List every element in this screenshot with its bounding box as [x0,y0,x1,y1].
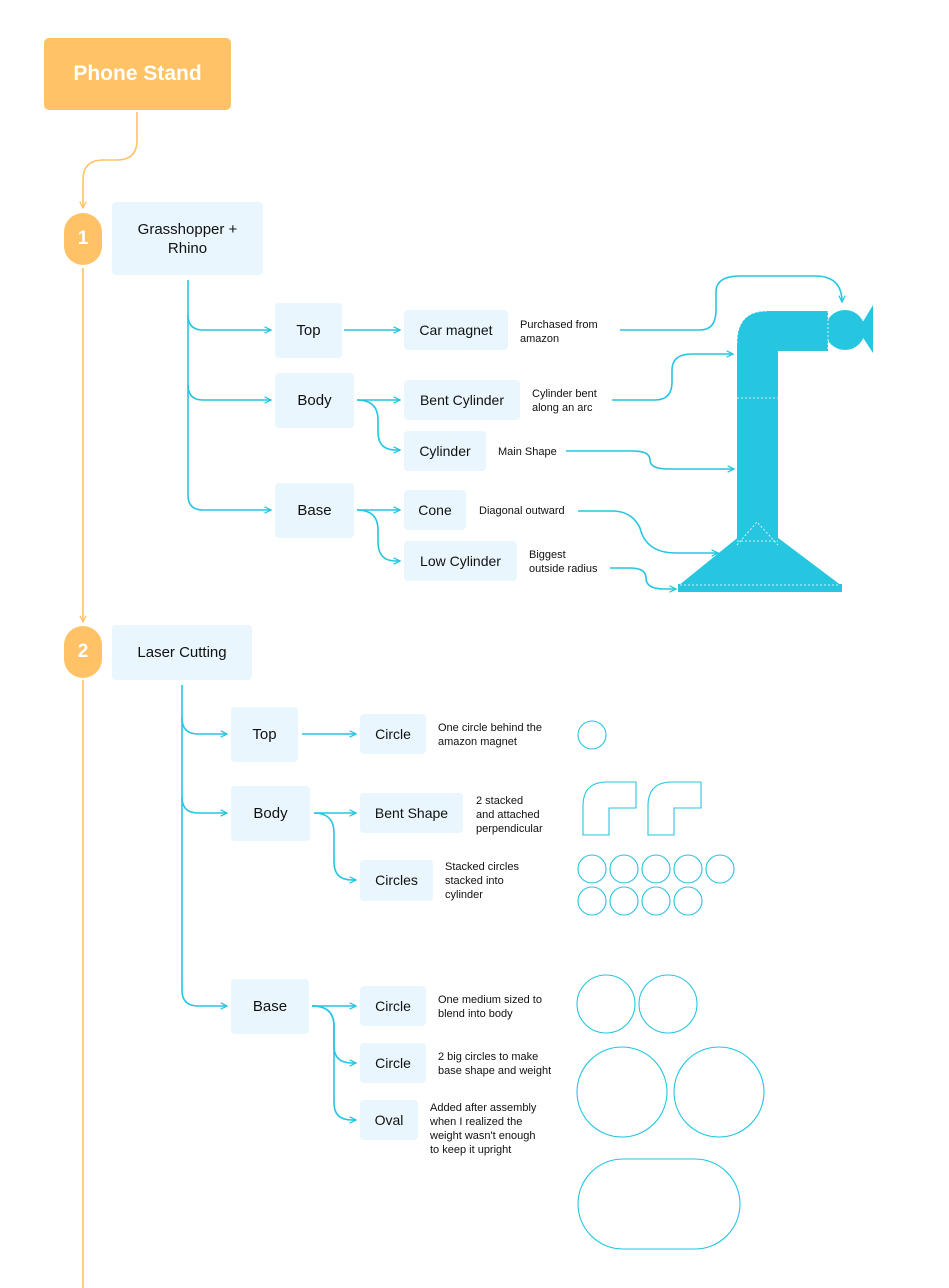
s2-note-base-circle-big: 2 big circles to make base shape and wei… [438,1051,552,1077]
s2-item-oval: Oval [360,1100,418,1140]
section-2-connectors [181,685,356,1120]
top-circle-shape [577,720,607,750]
s1-item-cone: Cone [404,490,466,530]
s2-item-circles: Circles [360,860,433,901]
s1-note-bent-cylinder: Cylinder bent along an arc [532,388,597,414]
s1-note-car-magnet: Purchased from amazon [520,319,598,345]
section-1-label: Grasshopper + Rhino [112,202,263,275]
step-2-badge: 2 [64,626,102,678]
phone-stand-illustration [678,305,873,592]
s2-item-base-circle-big: Circle [360,1043,426,1083]
section-2-label: Laser Cutting [112,625,252,680]
s1-item-bent-cylinder: Bent Cylinder [404,380,520,420]
s2-group-base: Base [231,979,309,1034]
s2-note-top-circle: One circle behind the amazon magnet [438,722,542,748]
s2-group-body: Body [231,786,310,841]
s1-group-base: Base [275,483,354,538]
step-1-badge: 1 [64,213,102,265]
s2-item-bent-shape: Bent Shape [360,793,463,833]
bent-shape-2 [647,781,702,836]
s2-group-top: Top [231,707,298,762]
s1-group-top: Top [275,303,342,358]
s2-note-base-circle-medium: One medium sized to blend into body [438,994,542,1020]
s1-item-cylinder: Cylinder [404,431,486,471]
s2-item-top-circle: Circle [360,714,426,754]
s2-note-circles: Stacked circles stacked into cylinder [445,861,519,901]
s1-note-low-cylinder: Biggest outside radius [529,549,598,575]
s1-group-body: Body [275,373,354,428]
page-title: Phone Stand [44,38,231,110]
s2-note-bent-shape: 2 stacked and attached perpendicular [476,795,543,835]
s1-note-cone: Diagonal outward [479,505,565,517]
s1-item-car-magnet: Car magnet [404,310,508,350]
s1-item-low-cylinder: Low Cylinder [404,541,517,581]
oval-shape [577,1158,741,1250]
s1-note-cylinder: Main Shape [498,446,557,458]
s2-note-oval: Added after assembly when I realized the… [430,1102,537,1156]
laser-cut-shapes [576,720,765,1250]
bent-shape-1 [582,781,637,836]
step-connectors [83,112,138,1288]
section-1-connectors [187,275,842,589]
s2-item-base-circle-medium: Circle [360,986,426,1026]
